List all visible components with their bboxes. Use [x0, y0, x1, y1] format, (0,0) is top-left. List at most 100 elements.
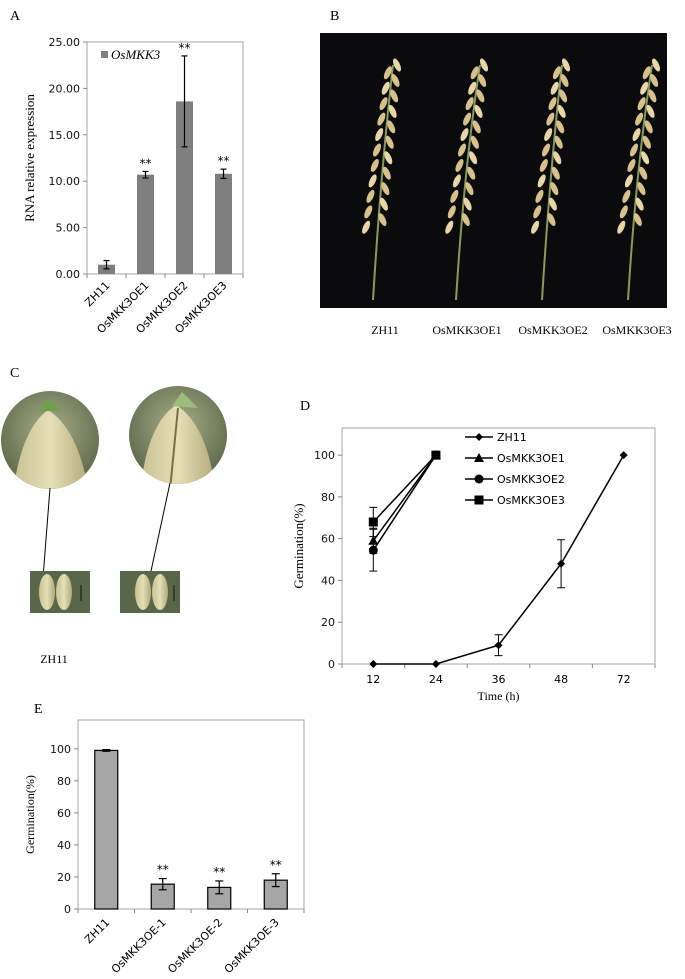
grain: [465, 97, 474, 111]
grain: [379, 97, 388, 111]
significance-label: **: [270, 858, 282, 872]
y-tick-label: 80: [57, 775, 71, 788]
series-osmkk3oe2: [368, 450, 441, 572]
panicle-stem: [627, 64, 653, 301]
legend-label: OsMKK3OE1: [497, 452, 565, 465]
series-line: [372, 454, 437, 523]
photo-background: [320, 33, 667, 308]
grain: [617, 220, 626, 234]
panel-label-a: A: [10, 9, 21, 24]
y-axis-title: Germination(%): [23, 775, 37, 854]
grain: [554, 135, 563, 149]
legend-label: OsMKK3OE3: [497, 494, 565, 507]
grain: [642, 135, 651, 149]
grain: [447, 205, 456, 219]
grain: [641, 151, 650, 165]
grain: [470, 135, 479, 149]
grain: [648, 89, 657, 103]
grain: [381, 182, 390, 196]
x-tick-label: ZH11: [82, 279, 112, 309]
grain: [550, 81, 559, 95]
grain: [370, 158, 379, 172]
grain: [551, 166, 560, 180]
grain: [541, 143, 551, 157]
grain: [624, 174, 633, 188]
panel-label-c: C: [10, 366, 19, 381]
grain: [379, 197, 388, 211]
x-tick-label: ZH11: [82, 916, 112, 946]
grain: [642, 66, 651, 80]
grain: [537, 174, 546, 188]
bar: [215, 173, 232, 274]
seed-magnified-zh11: [1, 391, 99, 489]
y-tick-label: 0: [64, 903, 71, 916]
y-tick-label: 25.00: [49, 36, 81, 49]
grain: [479, 58, 489, 72]
legend-label: OsMKK3OE2: [497, 473, 565, 486]
legend-swatch: [101, 51, 108, 58]
grain: [635, 112, 644, 126]
y-tick-label: 60: [57, 807, 71, 820]
grain: [362, 220, 371, 234]
grain: [650, 73, 659, 87]
x-tick-label: 36: [492, 673, 506, 686]
series-line: [372, 454, 437, 542]
y-tick-label: 0: [328, 658, 335, 671]
grain: [366, 189, 375, 203]
grain: [552, 66, 561, 80]
legend-item: OsMKK3OE1: [465, 452, 565, 465]
grain: [383, 66, 392, 80]
grain: [455, 158, 464, 172]
grain: [384, 151, 393, 165]
grain: [627, 158, 636, 172]
legend-label: ZH11: [497, 431, 527, 444]
grain: [385, 135, 394, 149]
grain: [548, 197, 557, 211]
grain: [637, 182, 646, 196]
grain: [533, 205, 542, 219]
data-point: [369, 660, 378, 668]
panicle-stem: [455, 64, 481, 301]
panel-label-e: E: [34, 702, 43, 717]
data-point: [494, 641, 503, 650]
y-tick-label: 5.00: [56, 222, 81, 235]
grain: [364, 205, 373, 219]
data-point: [431, 450, 441, 460]
grain: [640, 81, 649, 95]
panel-label-b: B: [330, 9, 339, 24]
chart-d: 0 20 40 60 80 100 Germination(%) 12 24 36 48 72 Time…: [291, 427, 656, 703]
grain: [559, 89, 568, 103]
grain: [381, 81, 390, 95]
y-tick-label: 20: [57, 871, 71, 884]
grain: [391, 73, 400, 87]
y-tick-label: 20.00: [49, 82, 81, 95]
panicle-photo: [320, 33, 667, 308]
panicles: [362, 58, 661, 301]
grain: [460, 128, 469, 142]
panicle-stem: [372, 64, 394, 301]
grain: [478, 73, 487, 87]
grain: [544, 128, 553, 142]
y-tick-label: 100: [314, 449, 335, 462]
y-tick-label: 60: [321, 533, 335, 546]
grain: [461, 213, 470, 227]
grain: [378, 213, 387, 227]
x-tick-label: OsMKK3OE-3: [222, 916, 282, 976]
grain: [548, 97, 557, 111]
seed-magnified-oe: [129, 386, 227, 484]
plot-frame: [341, 427, 656, 665]
y-tick-label: 10.00: [49, 175, 81, 188]
y-tick-label: 0.00: [56, 268, 81, 281]
grain: [470, 66, 479, 80]
x-tick-label: 24: [429, 673, 443, 686]
y-tick-label: 15.00: [49, 129, 81, 142]
grain: [635, 197, 644, 211]
grain: [535, 189, 544, 203]
legend-marker: [474, 495, 484, 505]
data-point: [368, 517, 378, 527]
grain: [463, 112, 472, 126]
grain: [550, 182, 559, 196]
chart-e: 0 20 40 60 80 100 Germination(%) ZH11 ** OsMKK3OE…: [23, 719, 305, 976]
grain: [468, 81, 477, 95]
x-tick-label: 12: [366, 673, 380, 686]
